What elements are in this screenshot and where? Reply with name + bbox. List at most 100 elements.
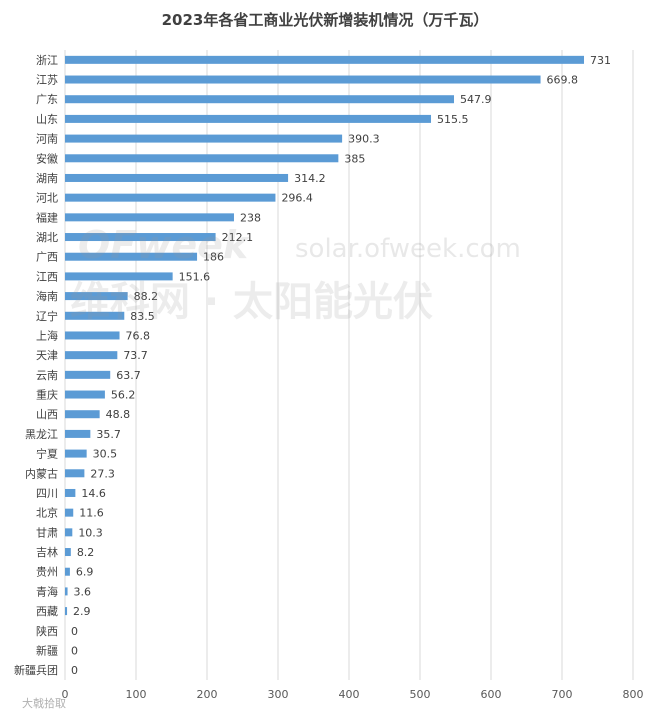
data-label: 3.6 <box>74 585 92 598</box>
data-label: 238 <box>240 211 261 224</box>
data-label: 8.2 <box>77 546 95 559</box>
data-label: 212.1 <box>222 231 254 244</box>
category-label: 广东 <box>36 93 58 106</box>
data-label: 83.5 <box>130 310 155 323</box>
watermark-url: solar.ofweek.com <box>295 234 521 264</box>
bar <box>65 134 343 143</box>
x-tick-label: 500 <box>410 688 431 701</box>
data-label: 14.6 <box>81 487 106 500</box>
category-label: 江西 <box>36 270 58 283</box>
category-label: 河南 <box>36 133 58 146</box>
category-label: 天津 <box>36 349 58 362</box>
category-label: 吉林 <box>36 545 58 559</box>
category-label: 湖南 <box>36 172 58 185</box>
chart-title: 2023年各省工商业光伏新增装机情况（万千瓦） <box>162 11 489 29</box>
data-label: 669.8 <box>547 74 579 87</box>
category-label: 新疆兵团 <box>14 663 58 677</box>
category-label: 贵州 <box>36 566 58 579</box>
data-label: 186 <box>203 251 224 264</box>
data-label: 0 <box>71 625 78 638</box>
bar <box>65 292 128 301</box>
bar <box>65 193 276 202</box>
x-tick-label: 400 <box>339 688 360 701</box>
bar <box>65 370 111 379</box>
category-label: 陕西 <box>36 624 58 638</box>
category-label: 江苏 <box>36 74 58 87</box>
category-label: 青海 <box>36 584 58 598</box>
category-label: 云南 <box>36 369 58 382</box>
watermark: OFweek solar.ofweek.com 维科网 · 太阳能光伏 大戟拾取 <box>22 223 521 710</box>
bar <box>65 567 70 576</box>
data-label: 63.7 <box>116 369 140 382</box>
x-tick-label: 100 <box>126 688 147 701</box>
bar <box>65 95 455 104</box>
data-label: 35.7 <box>96 428 121 441</box>
bar <box>65 449 87 458</box>
x-tick-label: 200 <box>197 688 218 701</box>
data-label: 88.2 <box>134 290 159 303</box>
data-label: 314.2 <box>294 172 326 185</box>
data-label: 73.7 <box>123 349 147 362</box>
watermark-name: 维科网 · 太阳能光伏 <box>70 279 433 325</box>
data-label: 27.3 <box>90 467 115 480</box>
bar <box>65 233 216 242</box>
bar <box>65 607 68 616</box>
bar <box>65 154 339 163</box>
bar <box>65 429 91 438</box>
x-axis-ticks: 0 100 200 300 400 500 600 700 800 <box>62 688 644 701</box>
data-label: 56.2 <box>111 389 136 402</box>
bar <box>65 390 105 399</box>
category-label: 宁夏 <box>36 447 58 461</box>
bar <box>65 548 71 557</box>
bar <box>65 252 198 261</box>
bars <box>65 55 585 616</box>
data-label: 0 <box>71 644 78 657</box>
category-label: 重庆 <box>36 388 58 402</box>
bar <box>65 351 118 360</box>
data-label: 6.9 <box>76 566 94 579</box>
data-label: 151.6 <box>179 270 211 283</box>
category-label: 海南 <box>36 289 58 303</box>
category-label: 广西 <box>36 251 58 264</box>
category-label: 西藏 <box>36 605 58 618</box>
data-label: 296.4 <box>281 192 313 205</box>
bar <box>65 488 76 497</box>
x-tick-label: 300 <box>268 688 289 701</box>
bar <box>65 410 100 419</box>
data-label: 547.9 <box>460 93 492 106</box>
data-label: 30.5 <box>93 448 118 461</box>
category-label: 辽宁 <box>36 309 58 323</box>
bar <box>65 331 120 340</box>
category-label: 黑龙江 <box>25 428 58 441</box>
bar <box>65 587 68 596</box>
data-label: 10.3 <box>78 526 103 539</box>
data-label: 0 <box>71 664 78 677</box>
watermark-corner: 大戟拾取 <box>22 696 66 710</box>
category-labels: 浙江江苏广东山东河南安徽湖南河北福建湖北广西江西海南辽宁上海天津云南重庆山西黑龙… <box>14 54 58 677</box>
x-tick-label: 600 <box>481 688 502 701</box>
bar <box>65 173 289 182</box>
x-tick-label: 0 <box>62 688 69 701</box>
x-tick-label: 800 <box>623 688 644 701</box>
category-label: 山东 <box>36 113 58 126</box>
category-label: 山西 <box>36 408 58 421</box>
data-label: 11.6 <box>79 507 104 520</box>
bar <box>65 213 234 222</box>
category-label: 福建 <box>36 210 58 224</box>
bar <box>65 508 74 517</box>
category-label: 浙江 <box>36 54 58 67</box>
value-labels: 731 669.8 547.9 515.5 390.3 385 314.2 296.4 238 2… <box>71 54 611 677</box>
bar <box>65 55 585 64</box>
data-label: 731 <box>590 54 611 67</box>
category-label: 内蒙古 <box>25 466 58 480</box>
bar <box>65 114 432 123</box>
data-label: 515.5 <box>437 113 469 126</box>
category-label: 上海 <box>36 328 58 342</box>
category-label: 甘肃 <box>36 526 58 539</box>
data-label: 76.8 <box>126 329 151 342</box>
data-label: 385 <box>344 152 365 165</box>
category-label: 安徽 <box>36 151 58 165</box>
bar <box>65 272 173 281</box>
bar <box>65 75 541 84</box>
